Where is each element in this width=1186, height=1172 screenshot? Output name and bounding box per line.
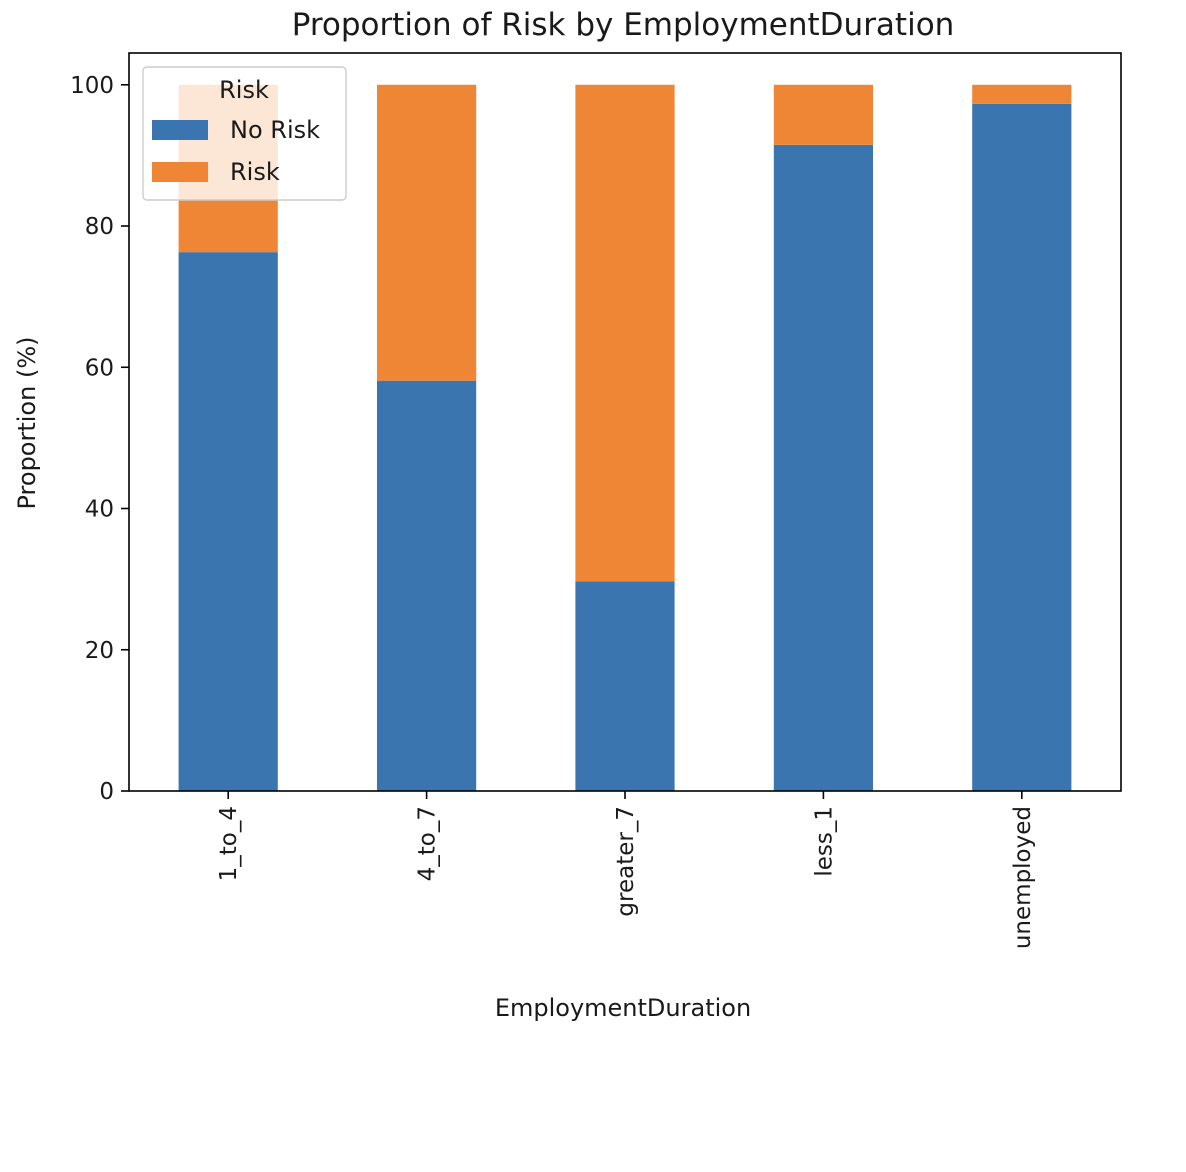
x-tick-label-greater_7: greater_7 bbox=[613, 806, 639, 917]
bar-risk-unemployed bbox=[972, 84, 1072, 104]
bar-risk-greater-7 bbox=[575, 84, 675, 582]
chart-title: Proportion of Risk by EmploymentDuration bbox=[292, 7, 955, 43]
y-tick-label-40: 40 bbox=[85, 497, 114, 523]
y-tick-label-100: 100 bbox=[70, 73, 114, 99]
y-tick-label-20: 20 bbox=[85, 638, 114, 664]
legend-label-risk: Risk bbox=[230, 158, 280, 186]
x-tick-label-unemployed: unemployed bbox=[1010, 806, 1036, 949]
x-tick-label-less_1: less_1 bbox=[811, 806, 837, 877]
bar-no-risk-4-to-7 bbox=[377, 380, 477, 791]
legend-title: Risk bbox=[219, 76, 269, 104]
y-axis-label: Proportion (%) bbox=[13, 337, 41, 510]
bar-risk-4-to-7 bbox=[377, 84, 477, 381]
legend-swatch-no-risk bbox=[152, 120, 208, 140]
bar-no-risk-unemployed bbox=[972, 103, 1072, 792]
legend: Risk No Risk Risk bbox=[142, 66, 347, 201]
x-tick-label-1_to_4: 1_to_4 bbox=[216, 806, 242, 881]
bar-no-risk-less-1 bbox=[773, 144, 873, 792]
x-tick-label-4_to_7: 4_to_7 bbox=[415, 806, 441, 881]
legend-label-no-risk: No Risk bbox=[230, 116, 320, 144]
legend-swatch-risk bbox=[152, 162, 208, 182]
y-tick-label-0: 0 bbox=[99, 779, 114, 805]
bar-risk-less-1 bbox=[773, 84, 873, 145]
y-tick-label-80: 80 bbox=[85, 214, 114, 240]
bar-no-risk-1-to-4 bbox=[178, 252, 278, 792]
y-tick-label-60: 60 bbox=[85, 355, 114, 381]
x-axis-label: EmploymentDuration bbox=[495, 994, 751, 1022]
bar-no-risk-greater-7 bbox=[575, 581, 675, 791]
